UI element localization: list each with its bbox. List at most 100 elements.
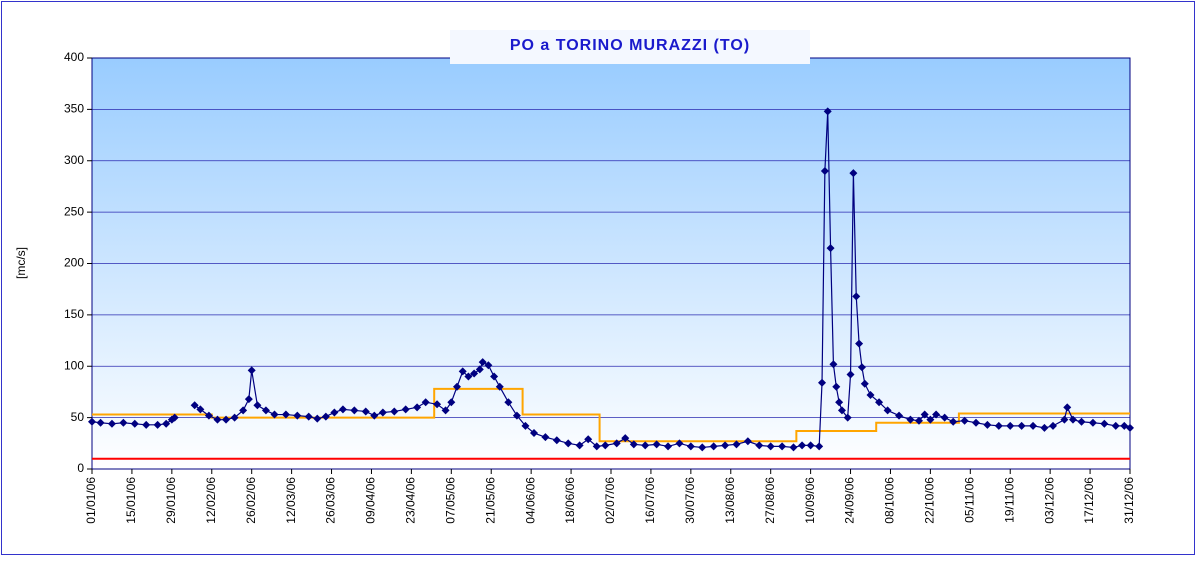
data-point xyxy=(441,406,450,415)
data-point xyxy=(949,417,958,426)
data-point xyxy=(270,410,279,419)
data-point xyxy=(866,391,875,400)
y-axis-label: [mc/s] xyxy=(14,247,28,279)
data-point xyxy=(495,382,504,391)
data-point xyxy=(478,358,487,367)
x-tick-label: 15/01/06 xyxy=(124,477,138,524)
y-tick-label: 350 xyxy=(64,102,84,116)
x-tick-label: 02/07/06 xyxy=(603,477,617,524)
data-point xyxy=(1100,419,1109,428)
data-point xyxy=(815,442,824,451)
data-point xyxy=(433,400,442,409)
data-point xyxy=(621,434,630,443)
data-point xyxy=(906,415,915,424)
data-point xyxy=(1068,415,1077,424)
data-point xyxy=(413,403,422,412)
data-point xyxy=(247,366,256,375)
x-tick-label: 08/10/06 xyxy=(883,477,897,524)
x-tick-label: 24/09/06 xyxy=(843,477,857,524)
data-point xyxy=(421,398,430,407)
data-point xyxy=(541,433,550,442)
x-tick-label: 01/01/06 xyxy=(84,477,98,524)
x-tick-label: 17/12/06 xyxy=(1082,477,1096,524)
data-point xyxy=(130,419,139,428)
data-point xyxy=(293,411,302,420)
data-point xyxy=(826,244,835,253)
data-point xyxy=(475,365,484,374)
x-tick-label: 23/04/06 xyxy=(404,477,418,524)
data-point xyxy=(732,440,741,449)
x-tick-label: 03/12/06 xyxy=(1042,477,1056,524)
data-point xyxy=(162,419,171,428)
x-tick-label: 09/04/06 xyxy=(364,477,378,524)
x-tick-label: 07/05/06 xyxy=(443,477,457,524)
chart-title: PO a TORINO MURAZZI (TO) xyxy=(510,37,750,54)
data-point xyxy=(119,418,128,427)
title-box xyxy=(450,30,810,64)
data-point xyxy=(652,440,661,449)
data-point xyxy=(843,413,852,422)
data-point xyxy=(855,339,864,348)
data-point xyxy=(1077,417,1086,426)
x-tick-label: 13/08/06 xyxy=(723,477,737,524)
data-point xyxy=(564,439,573,448)
data-point xyxy=(755,441,764,450)
data-point xyxy=(860,379,869,388)
data-point xyxy=(994,421,1003,430)
data-point xyxy=(321,412,330,421)
x-tick-label: 31/12/06 xyxy=(1122,477,1136,524)
x-tick-label: 05/11/06 xyxy=(962,477,976,523)
data-point xyxy=(1063,403,1072,412)
data-point xyxy=(447,398,456,407)
data-point xyxy=(261,406,270,415)
data-point xyxy=(675,439,684,448)
data-point xyxy=(281,410,290,419)
data-point xyxy=(512,411,521,420)
series-line xyxy=(91,417,176,426)
data-point xyxy=(401,405,410,414)
data-point xyxy=(470,369,479,378)
data-point xyxy=(253,401,262,410)
data-point xyxy=(983,420,992,429)
x-tick-label: 26/03/06 xyxy=(324,477,338,524)
data-point xyxy=(875,398,884,407)
data-point xyxy=(926,415,935,424)
data-point xyxy=(832,382,841,391)
x-tick-label: 26/02/06 xyxy=(244,477,258,524)
data-point xyxy=(823,107,832,116)
data-point xyxy=(313,414,322,423)
data-point xyxy=(601,441,610,450)
data-point xyxy=(1060,415,1069,424)
y-tick-label: 50 xyxy=(71,410,85,424)
data-point xyxy=(806,441,815,450)
x-tick-label: 10/09/06 xyxy=(803,477,817,524)
data-point xyxy=(920,410,929,419)
y-tick-label: 250 xyxy=(64,204,84,218)
y-tick-label: 0 xyxy=(77,461,84,475)
data-point xyxy=(552,436,561,445)
y-tick-label: 300 xyxy=(64,153,84,167)
data-point xyxy=(239,406,248,415)
data-point xyxy=(190,401,199,410)
data-point xyxy=(204,411,213,420)
data-point xyxy=(798,441,807,450)
data-point xyxy=(530,429,539,438)
data-point xyxy=(170,413,179,422)
data-point xyxy=(88,417,96,426)
data-point xyxy=(743,437,752,446)
data-point xyxy=(378,408,387,417)
data-point xyxy=(1049,421,1058,430)
data-point xyxy=(629,440,638,449)
y-tick-label: 150 xyxy=(64,307,84,321)
data-point xyxy=(1040,423,1049,432)
x-tick-label: 22/10/06 xyxy=(923,477,937,524)
data-point xyxy=(664,442,673,451)
data-point xyxy=(575,441,584,450)
data-point xyxy=(932,410,941,419)
x-tick-label: 21/05/06 xyxy=(483,477,497,524)
data-point xyxy=(361,407,370,416)
data-point xyxy=(698,443,707,452)
x-tick-label: 27/08/06 xyxy=(763,477,777,524)
data-point xyxy=(464,372,473,381)
data-point xyxy=(789,443,798,452)
